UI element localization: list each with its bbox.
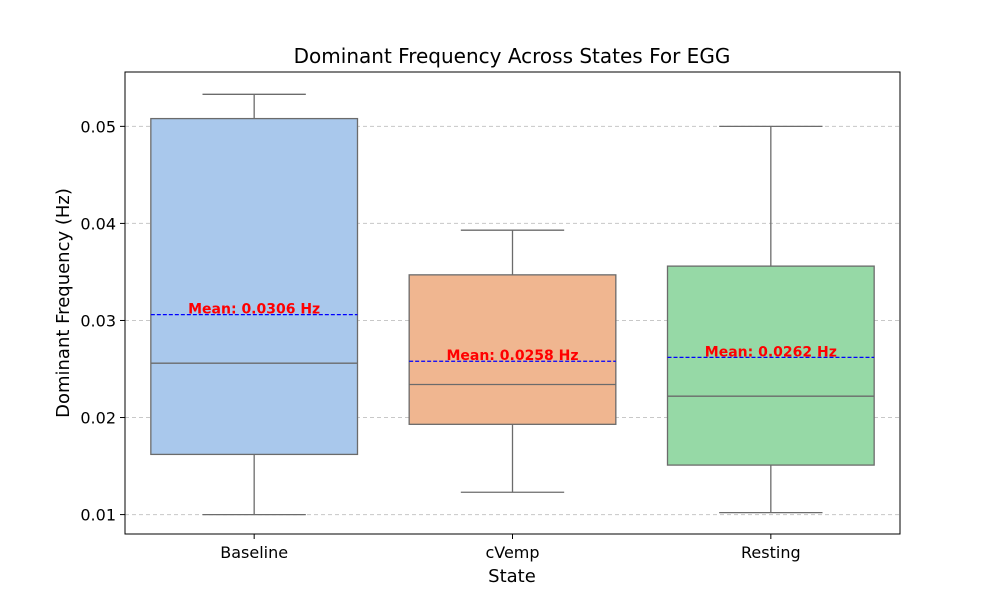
box-cvemp: Mean: 0.0258 Hz: [408, 229, 617, 493]
box-body: [408, 274, 617, 425]
box-baseline: Mean: 0.0306 Hz: [150, 93, 359, 516]
mean-label: Mean: 0.0306 Hz: [188, 302, 320, 318]
x-tick-label: Baseline: [220, 543, 288, 562]
y-tick-label: 0.01: [80, 506, 116, 525]
y-axis-label: Dominant Frequency (Hz): [53, 188, 74, 418]
box-body: [150, 117, 359, 456]
y-tick-label: 0.05: [80, 117, 116, 136]
mean-label: Mean: 0.0262 Hz: [705, 344, 837, 360]
box-resting: Mean: 0.0262 Hz: [666, 125, 875, 514]
y-tick-label: 0.04: [80, 214, 116, 233]
y-tick-label: 0.03: [80, 311, 116, 330]
y-tick-label: 0.02: [80, 409, 116, 428]
x-tick-label: Resting: [741, 543, 801, 562]
boxes-group: Mean: 0.0306 Hz Mean: 0.0258 Hz Mean: 0.02…: [150, 93, 875, 516]
x-tick-label: cVemp: [485, 543, 539, 562]
x-axis-label: State: [488, 566, 536, 587]
mean-label: Mean: 0.0258 Hz: [446, 348, 578, 364]
chart-title: Dominant Frequency Across States For EGG: [294, 44, 731, 68]
x-axis: Baseline cVemp Resting: [220, 534, 801, 562]
box-body: [666, 265, 875, 466]
y-axis: 0.01 0.02 0.03 0.04 0.05: [80, 117, 125, 525]
